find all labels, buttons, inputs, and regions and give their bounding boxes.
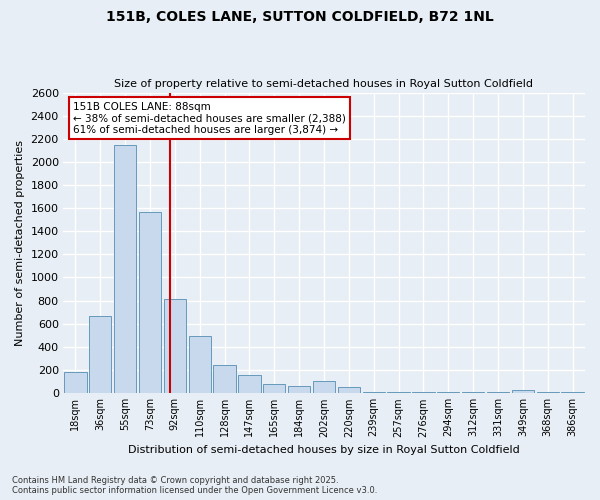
Bar xyxy=(512,390,534,393)
Bar xyxy=(487,392,509,393)
Bar xyxy=(536,392,559,393)
X-axis label: Distribution of semi-detached houses by size in Royal Sutton Coldfield: Distribution of semi-detached houses by … xyxy=(128,445,520,455)
Bar xyxy=(288,386,310,393)
Title: Size of property relative to semi-detached houses in Royal Sutton Coldfield: Size of property relative to semi-detach… xyxy=(115,79,533,89)
Bar xyxy=(238,374,260,393)
Bar xyxy=(412,392,434,393)
Bar xyxy=(64,372,86,393)
Bar xyxy=(263,384,286,393)
Bar xyxy=(388,392,410,393)
Bar xyxy=(562,392,584,393)
Bar xyxy=(313,382,335,393)
Bar xyxy=(462,392,484,393)
Bar xyxy=(89,316,112,393)
Text: Contains HM Land Registry data © Crown copyright and database right 2025.
Contai: Contains HM Land Registry data © Crown c… xyxy=(12,476,377,495)
Text: 151B COLES LANE: 88sqm
← 38% of semi-detached houses are smaller (2,388)
61% of : 151B COLES LANE: 88sqm ← 38% of semi-det… xyxy=(73,102,346,135)
Bar xyxy=(338,386,360,393)
Bar xyxy=(164,300,186,393)
Y-axis label: Number of semi-detached properties: Number of semi-detached properties xyxy=(15,140,25,346)
Bar xyxy=(114,144,136,393)
Text: 151B, COLES LANE, SUTTON COLDFIELD, B72 1NL: 151B, COLES LANE, SUTTON COLDFIELD, B72 … xyxy=(106,10,494,24)
Bar xyxy=(437,392,460,393)
Bar xyxy=(139,212,161,393)
Bar xyxy=(362,392,385,393)
Bar xyxy=(214,366,236,393)
Bar xyxy=(188,336,211,393)
